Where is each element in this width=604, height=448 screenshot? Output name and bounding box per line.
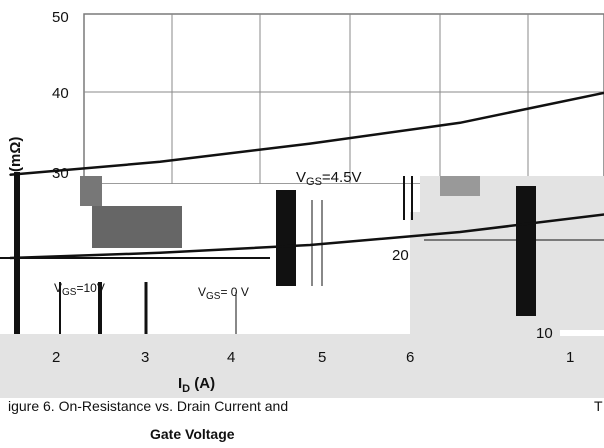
series-point — [459, 122, 461, 124]
x-axis-title-sub: D — [182, 383, 190, 395]
vgs-annotation: VGS=10V — [54, 281, 105, 298]
y-tick-label: 20 — [392, 247, 409, 264]
stray-label: T — [594, 398, 603, 414]
upper-plot-grid — [83, 13, 604, 185]
vgs-annotation-v: V — [296, 169, 306, 186]
y-axis-title: (mΩ) — [7, 137, 24, 172]
lower-plot-region — [0, 172, 604, 398]
black-bar — [516, 186, 536, 316]
x-axis-title-unit: (A) — [190, 375, 215, 392]
black-bar — [276, 190, 296, 286]
vgs-annotation-sub: GS — [62, 287, 77, 298]
lower-plot-left-border — [14, 172, 20, 334]
chart-canvas: 50 40 30 (mΩ) 20 10 VGS=4.5V VGS=10V — [0, 9, 604, 398]
series-point — [9, 174, 11, 176]
white-gap — [560, 330, 604, 336]
vgs-annotation-tail: = 0 V — [220, 285, 248, 299]
x-tick-label: 6 — [406, 349, 414, 366]
x-tick-label: 2 — [52, 349, 60, 366]
vgs-annotation-v: V — [198, 285, 206, 299]
series-point — [159, 252, 161, 254]
vgs-annotation-sub: GS — [306, 176, 322, 188]
series-point — [309, 244, 311, 246]
series-point — [309, 142, 311, 145]
x-axis-title-main: I — [178, 375, 182, 392]
series-point — [459, 231, 461, 233]
y-tick-label: 30 — [52, 165, 69, 182]
dark-block — [92, 206, 182, 248]
grey-stack — [440, 176, 480, 196]
vgs-annotation-tail: =10V — [76, 281, 104, 295]
series-group — [9, 91, 604, 260]
series-point — [159, 161, 161, 163]
vgs-annotation-v: V — [54, 281, 62, 295]
x-tick-label: 4 — [227, 349, 235, 366]
vgs-annotation: VGS=4.5V — [296, 169, 362, 188]
y-tick-label: 40 — [52, 85, 69, 102]
grey-strip — [80, 176, 102, 206]
series-line-2 — [9, 91, 604, 177]
figure-caption-line-2: Gate Voltage — [150, 426, 235, 442]
y-tick-label: 10 — [536, 325, 553, 342]
right-shade-block — [410, 212, 604, 398]
vgs-annotation-tail: =4.5V — [322, 169, 362, 186]
vgs-annotation: VGS= 0 V — [198, 285, 249, 302]
upper-plot-frame — [83, 13, 604, 185]
x-tick-label: 5 — [318, 349, 326, 366]
figure-caption-line-1: igure 6. On-Resistance vs. Drain Current… — [8, 398, 289, 414]
series-point — [9, 257, 11, 259]
x-axis-title: ID (A) — [178, 375, 215, 395]
y-tick-label: 50 — [52, 9, 69, 26]
x-tick-label: 1 — [566, 349, 574, 366]
vgs-annotation-sub: GS — [206, 291, 221, 302]
x-tick-label: 3 — [141, 349, 149, 366]
